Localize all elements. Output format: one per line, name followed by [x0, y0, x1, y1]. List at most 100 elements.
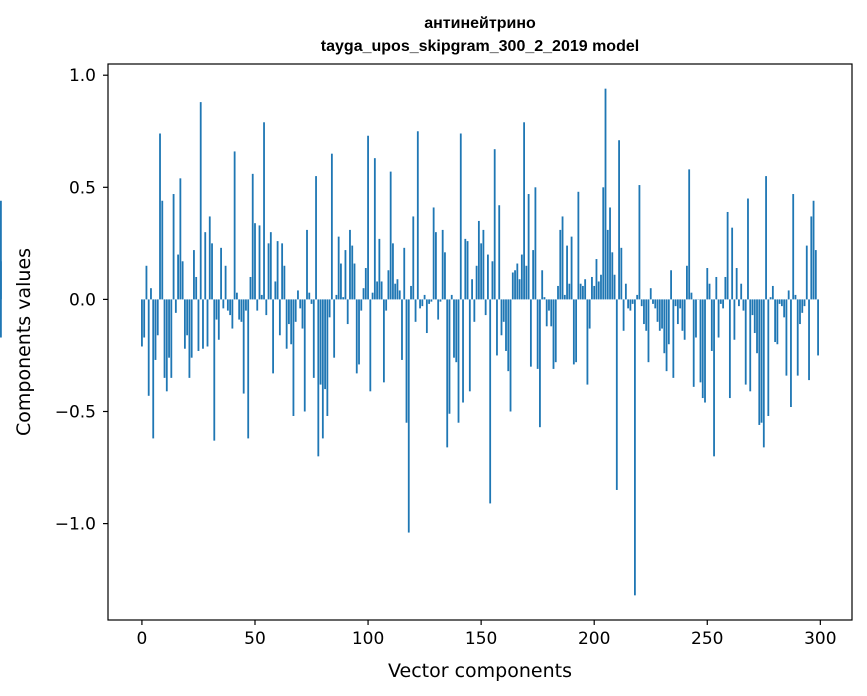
bar — [688, 169, 691, 300]
bar — [190, 299, 193, 358]
bar — [396, 279, 399, 300]
bar — [758, 299, 761, 425]
bar — [740, 283, 743, 300]
bar — [778, 299, 781, 304]
bar — [430, 299, 433, 302]
bar — [186, 299, 189, 336]
bar — [751, 299, 754, 316]
bar — [251, 173, 254, 300]
bar — [733, 299, 736, 340]
bar — [333, 299, 336, 358]
bar — [181, 261, 184, 300]
bar — [604, 88, 607, 300]
bar — [265, 299, 268, 316]
bar — [803, 299, 806, 307]
bar — [744, 299, 747, 385]
bar — [719, 299, 722, 304]
bar — [622, 299, 625, 331]
bar — [217, 299, 220, 340]
bar — [301, 299, 304, 329]
bar — [364, 268, 367, 300]
bar — [493, 149, 496, 300]
bar — [561, 216, 564, 300]
y-tick-label: −1.0 — [55, 515, 96, 535]
bar — [294, 299, 297, 322]
bar — [367, 135, 369, 300]
bar — [247, 299, 250, 439]
bar — [762, 299, 765, 448]
bar — [428, 299, 431, 304]
bar — [258, 225, 261, 300]
x-axis-label: Vector components — [388, 660, 572, 682]
bar — [482, 229, 485, 300]
bar — [532, 250, 535, 300]
bar — [534, 187, 537, 300]
bar — [663, 299, 666, 354]
bar — [749, 299, 752, 392]
bar — [643, 299, 645, 325]
bar — [496, 299, 498, 356]
bar — [683, 299, 686, 340]
bar — [242, 299, 245, 394]
bar — [351, 245, 354, 300]
bar — [401, 299, 403, 360]
bar — [394, 283, 397, 300]
bar — [468, 299, 471, 392]
bar — [245, 299, 247, 311]
bar — [444, 252, 446, 300]
bar — [152, 299, 155, 439]
bar — [312, 299, 315, 378]
bar — [432, 207, 435, 300]
bar — [306, 229, 308, 300]
x-tick-label: 100 — [352, 629, 384, 649]
bar — [172, 194, 175, 300]
bar — [310, 299, 313, 304]
bar — [523, 122, 525, 300]
bar — [256, 299, 259, 311]
bar — [435, 232, 437, 300]
bar — [208, 216, 211, 300]
bar — [577, 191, 580, 300]
bar — [224, 265, 227, 300]
bar — [141, 299, 143, 347]
bar — [600, 274, 602, 300]
bar — [213, 299, 216, 441]
bar — [405, 299, 408, 423]
bar — [471, 279, 473, 300]
bar — [165, 299, 168, 392]
bar — [360, 299, 363, 311]
bar — [335, 294, 338, 300]
bar — [769, 297, 772, 300]
x-axis: 0 50 100 150 200 250 300 — [137, 620, 837, 649]
bar — [385, 299, 388, 311]
bar — [706, 268, 709, 300]
bar — [412, 216, 415, 300]
bar — [611, 252, 614, 300]
bar — [272, 299, 274, 374]
bar — [421, 299, 424, 307]
bar — [328, 299, 331, 318]
bar — [290, 299, 293, 345]
bar — [665, 299, 668, 372]
bar — [410, 285, 412, 300]
bar — [627, 299, 630, 309]
bar — [330, 153, 333, 300]
bar — [638, 185, 641, 300]
bar — [710, 299, 713, 351]
bar — [765, 176, 767, 300]
bar — [215, 299, 218, 320]
bar — [658, 299, 661, 331]
bar — [441, 229, 444, 300]
y-axis: 1.0 0.5 0.0 −0.5 −1.0 — [55, 66, 108, 535]
bar — [498, 205, 501, 300]
bar — [317, 299, 320, 457]
bar — [591, 276, 593, 300]
bar — [579, 283, 582, 300]
bar — [437, 299, 440, 320]
bar — [382, 299, 385, 383]
bar — [487, 254, 489, 300]
bar — [229, 299, 232, 316]
bar — [572, 299, 575, 365]
y-axis-label: Components values — [13, 248, 35, 436]
